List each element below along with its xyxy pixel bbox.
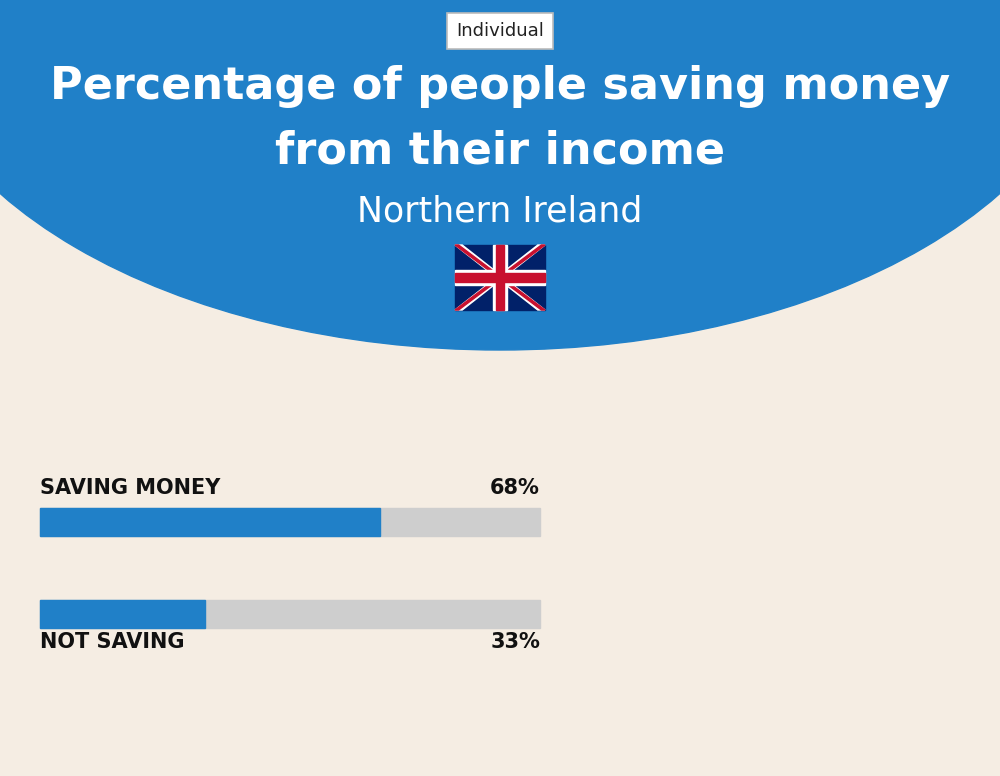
Bar xyxy=(40,508,540,536)
Bar xyxy=(455,270,545,285)
Ellipse shape xyxy=(0,0,1000,350)
Text: Northern Ireland: Northern Ireland xyxy=(357,195,643,229)
Text: from their income: from their income xyxy=(275,130,725,173)
Bar xyxy=(455,245,545,310)
Bar xyxy=(455,273,545,282)
Text: SAVING MONEY: SAVING MONEY xyxy=(40,478,220,498)
Polygon shape xyxy=(455,245,545,310)
Polygon shape xyxy=(455,245,545,310)
Text: 68%: 68% xyxy=(490,478,540,498)
Bar xyxy=(40,600,540,628)
Polygon shape xyxy=(455,245,545,310)
Text: Individual: Individual xyxy=(456,22,544,40)
Text: 33%: 33% xyxy=(490,632,540,652)
Text: Percentage of people saving money: Percentage of people saving money xyxy=(50,65,950,108)
Bar xyxy=(496,245,504,310)
Bar xyxy=(40,508,380,536)
Text: NOT SAVING: NOT SAVING xyxy=(40,632,184,652)
Bar xyxy=(40,600,205,628)
Bar xyxy=(493,245,507,310)
Polygon shape xyxy=(455,245,545,310)
